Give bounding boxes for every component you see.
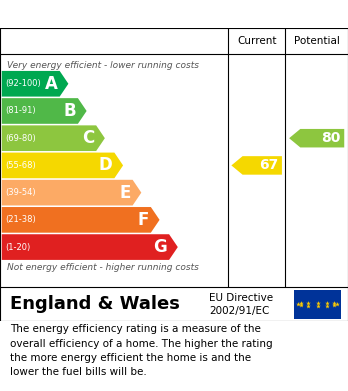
Text: (55-68): (55-68)	[5, 161, 36, 170]
Text: (81-91): (81-91)	[5, 106, 36, 115]
Text: (92-100): (92-100)	[5, 79, 41, 88]
Text: F: F	[138, 211, 149, 229]
Polygon shape	[289, 129, 344, 147]
Text: (1-20): (1-20)	[5, 242, 31, 251]
Polygon shape	[2, 126, 105, 151]
Text: (39-54): (39-54)	[5, 188, 36, 197]
Text: D: D	[99, 156, 113, 174]
Polygon shape	[2, 71, 68, 97]
Text: (21-38): (21-38)	[5, 215, 36, 224]
Text: Current: Current	[237, 36, 276, 46]
Text: G: G	[153, 238, 167, 256]
Text: 67: 67	[259, 158, 278, 172]
Polygon shape	[231, 156, 282, 175]
Text: E: E	[119, 184, 131, 202]
Polygon shape	[2, 207, 159, 233]
FancyBboxPatch shape	[294, 290, 341, 319]
Text: Not energy efficient - higher running costs: Not energy efficient - higher running co…	[7, 263, 199, 272]
Text: EU Directive
2002/91/EC: EU Directive 2002/91/EC	[209, 293, 273, 316]
Polygon shape	[2, 98, 87, 124]
Text: England & Wales: England & Wales	[10, 295, 180, 314]
Polygon shape	[2, 180, 141, 205]
Text: Energy Efficiency Rating: Energy Efficiency Rating	[54, 5, 294, 23]
Text: B: B	[64, 102, 76, 120]
Text: The energy efficiency rating is a measure of the
overall efficiency of a home. T: The energy efficiency rating is a measur…	[10, 324, 273, 377]
Text: A: A	[45, 75, 58, 93]
Text: Very energy efficient - lower running costs: Very energy efficient - lower running co…	[7, 61, 199, 70]
Text: C: C	[82, 129, 94, 147]
Polygon shape	[2, 234, 178, 260]
Text: 80: 80	[322, 131, 341, 145]
Text: (69-80): (69-80)	[5, 134, 36, 143]
Polygon shape	[2, 152, 123, 178]
Text: Potential: Potential	[294, 36, 340, 46]
